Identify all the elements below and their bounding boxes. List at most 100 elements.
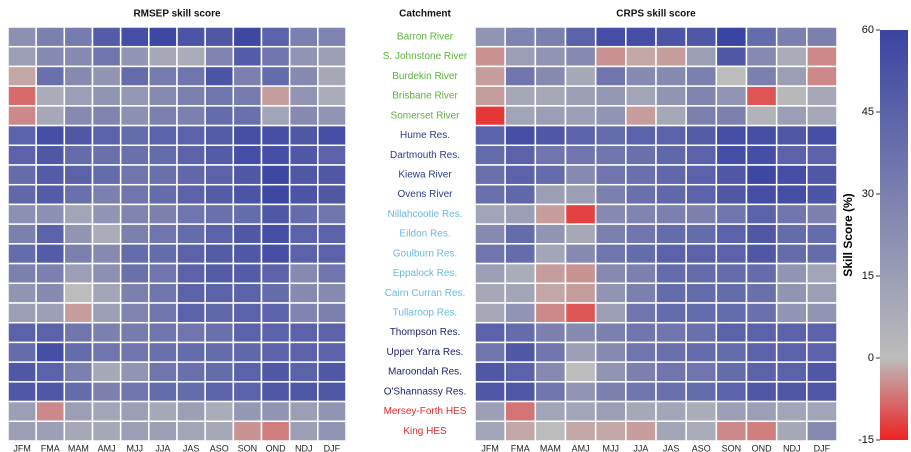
heat-cell	[715, 26, 748, 48]
heat-cell	[204, 361, 235, 383]
heat-cell	[685, 341, 718, 363]
heat-cell	[317, 164, 347, 186]
heat-cell	[474, 65, 506, 87]
heat-cell	[7, 321, 37, 344]
row-label: Kiewa River	[398, 169, 452, 180]
heat-cell	[35, 420, 66, 442]
heat-cell	[474, 144, 506, 166]
heat-cell	[504, 341, 537, 363]
heat-cell	[176, 223, 206, 245]
heat-cell	[715, 164, 748, 186]
heat-cell	[715, 262, 748, 285]
heat-cell	[91, 124, 122, 147]
heat-cell	[685, 124, 718, 147]
heat-cell	[594, 341, 627, 363]
heat-cell	[474, 243, 506, 265]
heat-cell	[594, 164, 627, 186]
heat-cell	[655, 361, 687, 383]
heat-cell	[204, 85, 235, 107]
heat-cell	[119, 381, 150, 403]
heat-cell	[685, 203, 718, 225]
heat-cell	[594, 26, 627, 48]
heat-cell	[35, 105, 66, 127]
heat-cell	[260, 321, 291, 344]
heat-cell	[204, 26, 235, 48]
heat-cell	[232, 203, 263, 225]
heat-cell	[775, 302, 808, 324]
heat-cell	[63, 243, 94, 265]
heat-cell	[625, 420, 657, 442]
heat-cell	[35, 85, 66, 107]
colorbar	[880, 30, 908, 440]
heat-cell	[260, 203, 291, 225]
heat-cell	[7, 361, 37, 383]
heat-cell	[176, 105, 206, 127]
heat-cell	[119, 262, 150, 285]
heat-cell	[775, 381, 808, 403]
heat-cell	[745, 243, 778, 265]
heat-cell	[317, 203, 347, 225]
heat-cell	[715, 144, 748, 166]
heat-cell	[204, 282, 235, 304]
heat-cell	[775, 45, 808, 68]
heat-cell	[474, 341, 506, 363]
x-tick-label: JAS	[183, 443, 200, 452]
heat-cell	[625, 183, 657, 206]
heat-cell	[260, 164, 291, 186]
heat-cell	[655, 243, 687, 265]
heat-cell	[91, 144, 122, 166]
heat-cell	[204, 400, 235, 423]
heat-cell	[655, 26, 687, 48]
heat-cell	[35, 400, 66, 423]
heat-cell	[745, 183, 778, 206]
heat-cell	[148, 321, 178, 344]
heat-cell	[260, 381, 291, 403]
heat-cell	[317, 361, 347, 383]
heat-cell	[260, 105, 291, 127]
heat-cell	[745, 124, 778, 147]
heat-cell	[655, 45, 687, 68]
row-label: Somerset River	[391, 110, 461, 121]
x-tick-label: OND	[752, 443, 773, 452]
heat-cell	[625, 400, 657, 423]
heat-cell	[564, 361, 597, 383]
heat-cell	[715, 321, 748, 344]
heat-cell	[119, 65, 150, 87]
heat-cell	[148, 203, 178, 225]
heat-cell	[625, 164, 657, 186]
heat-cell	[63, 321, 94, 344]
heat-cell	[91, 183, 122, 206]
heat-cell	[148, 85, 178, 107]
heat-cell	[775, 223, 808, 245]
heat-cell	[534, 381, 567, 403]
x-tick-label: JJA	[633, 443, 648, 452]
heat-cell	[91, 45, 122, 68]
heat-cell	[288, 203, 319, 225]
heat-cell	[594, 105, 627, 127]
heat-cell	[91, 400, 122, 423]
heat-cell	[504, 361, 537, 383]
heat-cell	[655, 65, 687, 87]
heat-cell	[685, 321, 718, 344]
heat-cell	[594, 65, 627, 87]
heat-cell	[504, 302, 537, 324]
heat-cell	[288, 400, 319, 423]
heat-cell	[260, 144, 291, 166]
heat-cell	[715, 282, 748, 304]
heat-cell	[685, 302, 718, 324]
heat-cell	[204, 341, 235, 363]
heat-cell	[204, 105, 235, 127]
heat-cell	[715, 124, 748, 147]
row-label: Nillahcootie Res.	[387, 209, 462, 220]
heat-cell	[564, 243, 597, 265]
heat-cell	[7, 124, 37, 147]
heat-cell	[534, 65, 567, 87]
heat-cell	[474, 302, 506, 324]
heat-cell	[204, 45, 235, 68]
row-label: Burdekin River	[392, 71, 458, 82]
heat-cell	[625, 381, 657, 403]
heat-cell	[775, 105, 808, 127]
heat-cell	[504, 420, 537, 442]
heat-cell	[564, 183, 597, 206]
